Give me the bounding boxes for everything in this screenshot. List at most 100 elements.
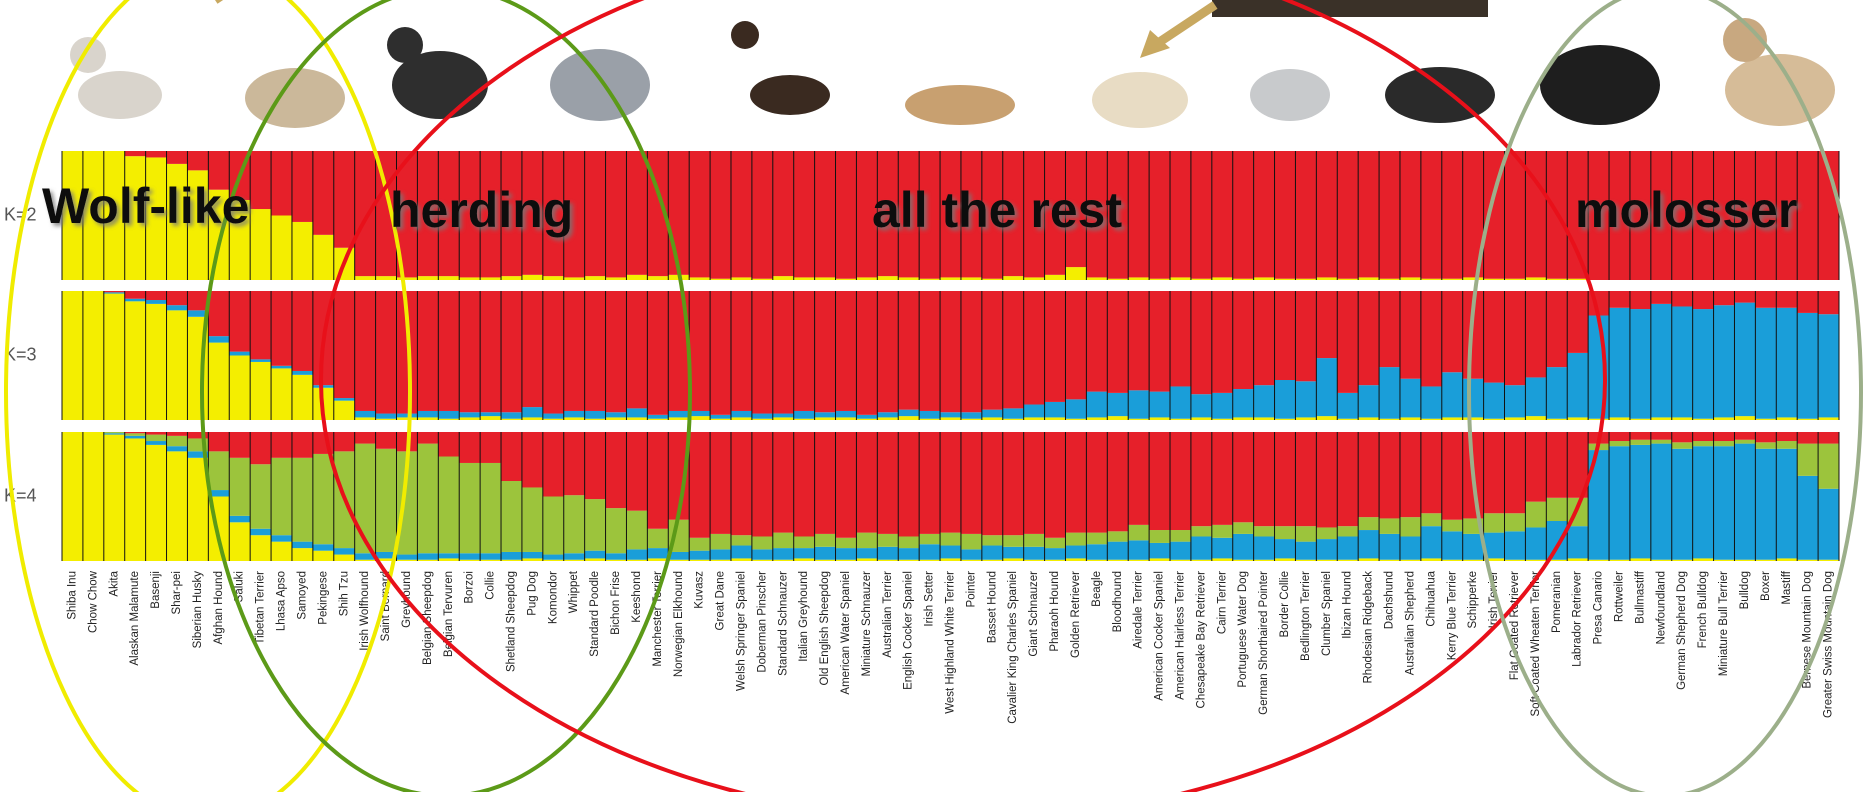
bar-segment (898, 151, 920, 278)
x-tick-label: German Shorthaired Pointer (1258, 571, 1270, 715)
bar-segment (1588, 559, 1610, 561)
bar-segment (1316, 277, 1338, 280)
bar-segment (835, 278, 857, 280)
bar-segment (710, 278, 732, 280)
bar-segment (1190, 417, 1213, 420)
bar-segment (1274, 432, 1296, 527)
x-tick-label: Rottweiler (1614, 571, 1626, 622)
bar-segment (62, 432, 84, 561)
bar-segment (835, 548, 857, 560)
bar-segment (1629, 432, 1652, 440)
bar-segment (1044, 548, 1066, 560)
bar-segment (605, 417, 627, 420)
x-tick-label: Belgian Tervuren (443, 571, 455, 657)
bar-segment (375, 448, 397, 552)
bar-segment (354, 432, 376, 444)
bar-segment (919, 432, 941, 534)
bar-segment (1149, 530, 1171, 543)
bar-segment (417, 432, 439, 444)
bar-segment (354, 291, 376, 411)
bar-segment (1379, 559, 1401, 561)
bar-segment (919, 544, 941, 560)
bar-segment (730, 558, 753, 561)
bar-segment (772, 291, 795, 414)
bar-segment (271, 291, 293, 366)
bar-segment (960, 412, 983, 419)
bar-segment (1755, 559, 1777, 561)
bar-segment (647, 291, 669, 415)
bar-segment (626, 151, 648, 275)
bar-segment (1086, 391, 1108, 418)
bar-segment (250, 209, 272, 280)
bar-segment (459, 462, 481, 554)
bar-segment (563, 277, 585, 280)
bar-segment (1211, 151, 1234, 278)
x-tick-label: Norwegian Elkhound (673, 571, 685, 677)
x-tick-label: Airedale Terrier (1133, 571, 1145, 649)
bar-segment (145, 444, 167, 561)
bar-segment (1650, 559, 1673, 561)
bar-segment (501, 551, 523, 560)
bar-segment (1128, 291, 1150, 391)
bar-segment (1713, 559, 1735, 561)
bar-segment (1232, 559, 1254, 561)
bar-segment (647, 432, 669, 529)
bar-segment (291, 221, 314, 280)
bar-segment (1044, 151, 1066, 275)
bar-segment (1023, 417, 1045, 420)
bar-segment (1462, 533, 1484, 560)
bar-segment (1002, 276, 1024, 280)
bar-segment (1065, 545, 1087, 559)
x-tick-label: Basset Hound (986, 571, 998, 643)
structure-panels: K=2 K=3 K=4 (4, 151, 1840, 561)
bar-segment (1776, 151, 1798, 280)
bar-segment (187, 310, 209, 317)
bar-segment (919, 533, 941, 545)
bar-segment (312, 550, 335, 561)
bar-segment (354, 553, 376, 560)
bar-segment (584, 558, 606, 561)
bar-segment (710, 418, 732, 420)
bar-segment (1316, 151, 1338, 278)
bar-segment (1107, 432, 1129, 532)
bar-segment (584, 276, 606, 280)
bar-segment (1107, 559, 1129, 561)
bar-segment (1086, 559, 1108, 561)
bar-segment (605, 412, 627, 418)
x-tick-label: Rhodesian Ridgeback (1363, 571, 1375, 684)
bar-segment (459, 412, 481, 418)
bar-segment (1086, 291, 1108, 392)
bar-segment (417, 553, 439, 560)
x-tick-label: Giant Schnauzer (1028, 571, 1040, 657)
bar-segment (1358, 432, 1380, 518)
bar-segment (375, 291, 397, 414)
bar-segment (396, 151, 418, 278)
bar-segment (1629, 309, 1652, 419)
bar-segment (521, 551, 544, 559)
bar-segment (1170, 418, 1192, 420)
bar-segment (1483, 278, 1505, 280)
bar-segment (480, 277, 502, 280)
bar-segment (751, 536, 774, 550)
bar-segment (82, 151, 105, 280)
bar-segment (668, 559, 690, 561)
x-tick-label: Clumber Spaniel (1321, 571, 1333, 656)
bar-segment (1525, 527, 1547, 560)
bar-segment (1483, 291, 1505, 383)
bar-segment (730, 545, 753, 559)
x-tick-label: Mastiff (1781, 570, 1793, 604)
bar-segment (919, 418, 941, 420)
bar-segment (835, 151, 857, 279)
x-tick-label: Bullmastiff (1634, 570, 1646, 624)
bar-segment (1044, 432, 1066, 538)
bar-segment (689, 559, 711, 561)
bar-segment (542, 291, 565, 414)
bar-segment (103, 293, 126, 420)
bar-segment (1776, 291, 1798, 308)
bar-segment (1190, 394, 1213, 418)
bar-segment (710, 151, 732, 279)
bar-segment (605, 151, 627, 278)
bar-segment (1546, 418, 1568, 420)
bar-segment (919, 559, 941, 561)
bar-segment (521, 417, 544, 420)
